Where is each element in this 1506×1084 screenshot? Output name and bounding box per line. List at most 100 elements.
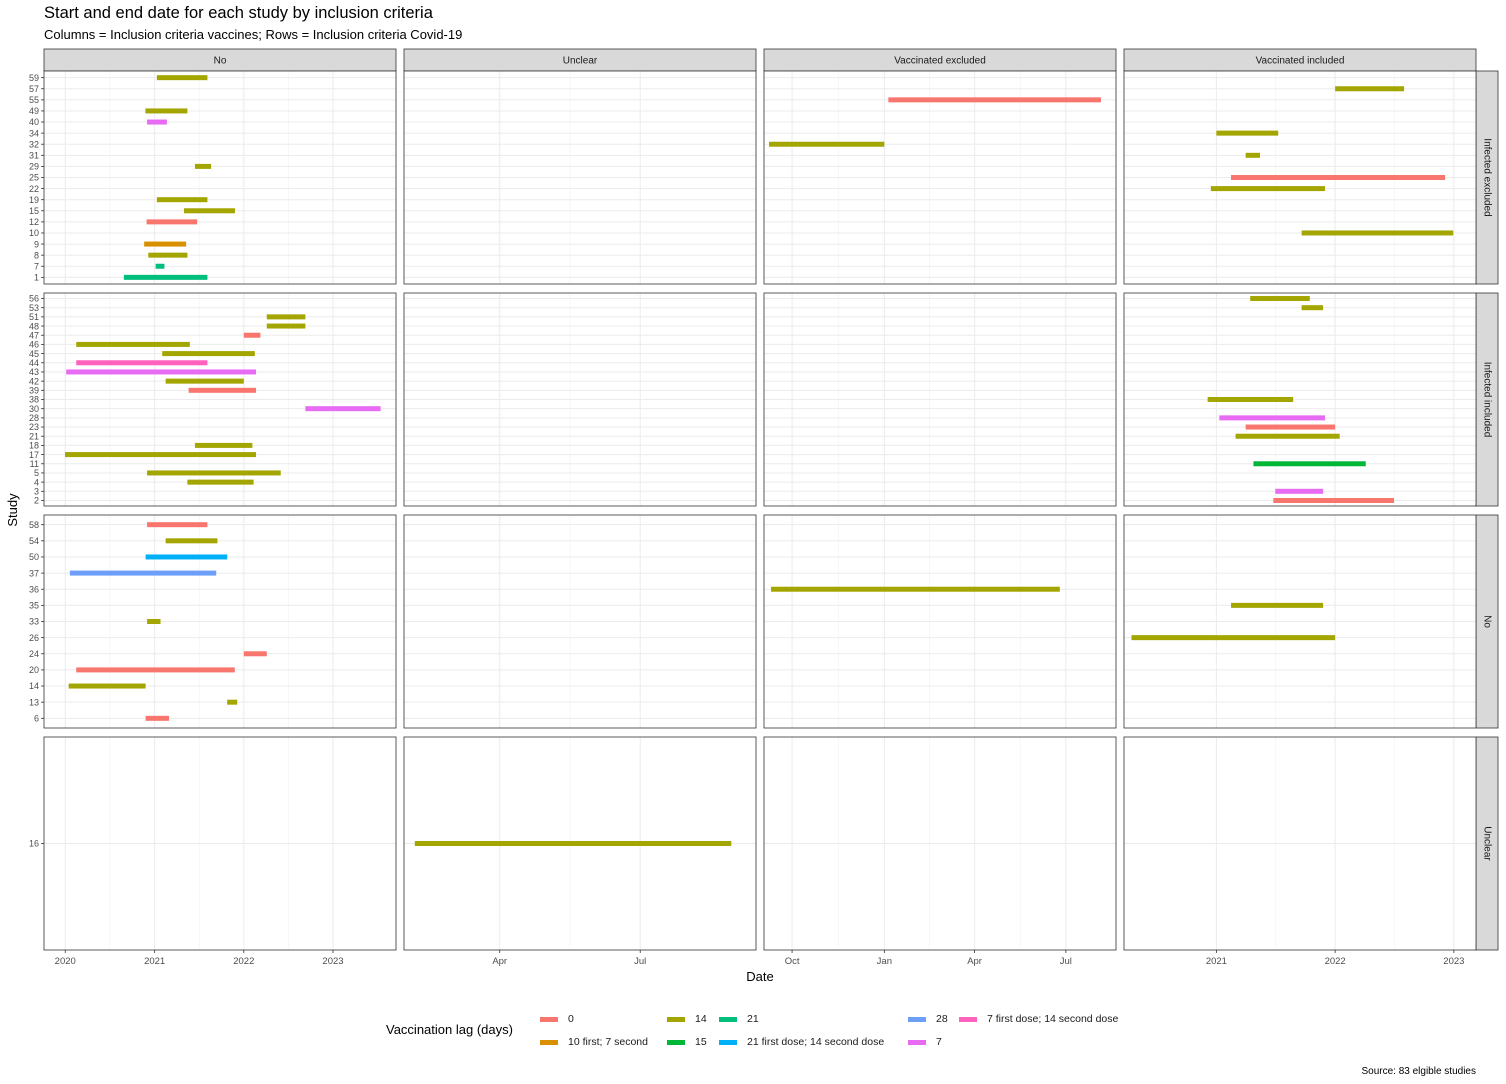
y-tick-label: 2 — [34, 496, 39, 506]
y-tick-label: 51 — [29, 312, 39, 322]
y-tick-label: 54 — [29, 536, 39, 546]
y-tick-label: 18 — [29, 441, 39, 451]
x-tick-label: 2022 — [1325, 956, 1346, 967]
x-tick-label: 2021 — [1206, 956, 1227, 967]
y-tick-label: 35 — [29, 601, 39, 611]
y-tick-label: 20 — [29, 665, 39, 675]
legend-label: 28 — [936, 1013, 948, 1025]
legend-label: 7 — [936, 1036, 942, 1048]
y-tick-label: 40 — [29, 117, 39, 127]
study-bar — [266, 323, 306, 329]
y-tick-label: 59 — [29, 73, 39, 83]
study-bar — [243, 651, 267, 657]
legend-label: 10 first; 7 second — [568, 1036, 648, 1048]
facet-strip-row-label: Infected included — [1481, 362, 1492, 438]
chart-subtitle: Columns = Inclusion criteria vaccines; R… — [44, 27, 463, 42]
y-tick-label: 31 — [29, 151, 39, 161]
y-tick-label: 17 — [29, 450, 39, 460]
y-tick-label: 13 — [29, 697, 39, 707]
legend-key — [540, 1039, 558, 1045]
y-tick-label: 37 — [29, 568, 39, 578]
y-tick-label: 53 — [29, 303, 39, 313]
study-bar — [145, 554, 228, 560]
x-tick-label: 2023 — [1443, 956, 1464, 967]
panel-border — [763, 70, 1117, 285]
chart-title: Start and end date for each study by inc… — [44, 4, 433, 22]
legend-key — [959, 1016, 977, 1022]
y-tick-label: 7 — [34, 261, 39, 271]
x-tick-label: Apr — [967, 956, 982, 967]
study-bar — [147, 522, 208, 528]
y-tick-label: 50 — [29, 552, 39, 562]
study-bar — [76, 341, 190, 347]
legend-label: 21 first dose; 14 second dose — [747, 1036, 885, 1048]
y-tick-label: 39 — [29, 386, 39, 396]
study-bar — [243, 332, 261, 338]
facet-strip-col-label: Vaccinated included — [1256, 56, 1345, 67]
legend-item: 28 — [908, 1012, 948, 1026]
y-tick-label: 44 — [29, 358, 39, 368]
study-bar — [1235, 433, 1340, 439]
y-tick-label: 28 — [29, 413, 39, 423]
legend-label: 0 — [568, 1013, 574, 1025]
study-bar — [165, 378, 244, 384]
study-bar — [769, 141, 885, 147]
facet-strip-row-label: No — [1481, 615, 1492, 628]
study-bar — [888, 97, 1101, 103]
panel-border — [1123, 70, 1477, 285]
panel-border — [1123, 292, 1477, 507]
y-tick-label: 38 — [29, 395, 39, 405]
study-bar — [194, 163, 212, 169]
study-bar — [1219, 415, 1326, 421]
study-bar — [771, 586, 1060, 592]
y-tick-label: 49 — [29, 106, 39, 116]
panel-border — [1123, 736, 1477, 951]
y-tick-label: 57 — [29, 84, 39, 94]
facet-strip-col-label: Unclear — [563, 56, 598, 67]
study-bar — [1231, 175, 1446, 180]
panel-border — [763, 292, 1117, 507]
y-tick-label: 36 — [29, 584, 39, 594]
study-bar — [147, 619, 161, 624]
panel-border — [763, 736, 1117, 951]
study-bar — [144, 241, 187, 247]
study-bar — [1207, 397, 1294, 402]
study-bar — [76, 360, 208, 366]
y-tick-label: 21 — [29, 431, 39, 441]
y-tick-label: 8 — [34, 250, 39, 260]
y-tick-label: 58 — [29, 520, 39, 530]
x-tick-label: Jan — [877, 956, 892, 967]
legend-key — [908, 1016, 926, 1022]
legend-item: 0 — [540, 1012, 574, 1026]
y-tick-label: 24 — [29, 649, 39, 659]
study-bar — [145, 108, 188, 114]
panel-border — [403, 736, 757, 951]
y-tick-label: 29 — [29, 162, 39, 172]
x-tick-label: 2022 — [233, 956, 254, 967]
legend-item: 10 first; 7 second — [540, 1035, 648, 1049]
study-bar — [1231, 602, 1324, 608]
y-tick-label: 1 — [34, 273, 39, 283]
y-tick-label: 5 — [34, 468, 39, 478]
study-bar — [1245, 152, 1260, 158]
study-bar — [148, 252, 188, 258]
panel-border — [763, 514, 1117, 729]
legend-key — [719, 1039, 737, 1045]
study-bar — [305, 406, 381, 412]
legend-key — [908, 1039, 926, 1045]
study-bar — [1216, 130, 1279, 136]
study-bar — [1275, 488, 1324, 494]
legend-key — [719, 1016, 737, 1022]
y-tick-label: 12 — [29, 217, 39, 227]
study-bar — [1301, 230, 1454, 236]
study-bar — [1250, 296, 1310, 302]
legend-label: 7 first dose; 14 second dose — [987, 1013, 1119, 1025]
y-tick-label: 14 — [29, 681, 39, 691]
x-tick-label: Oct — [785, 956, 800, 967]
y-tick-label: 45 — [29, 349, 39, 359]
study-bar — [147, 119, 167, 125]
study-bar — [194, 442, 253, 448]
x-tick-label: Jul — [1060, 956, 1072, 967]
study-bar — [76, 667, 235, 673]
panel-border — [403, 514, 757, 729]
